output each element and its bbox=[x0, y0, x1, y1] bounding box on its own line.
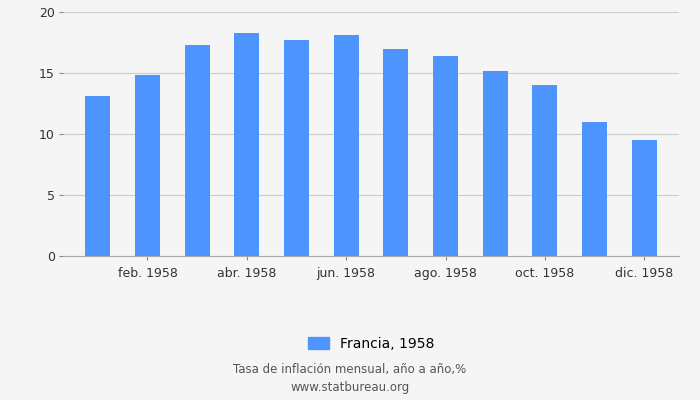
Bar bbox=[632, 140, 657, 256]
Bar bbox=[384, 49, 408, 256]
Text: www.statbureau.org: www.statbureau.org bbox=[290, 382, 410, 394]
Bar bbox=[85, 96, 110, 256]
Bar bbox=[582, 122, 607, 256]
Bar bbox=[135, 76, 160, 256]
Bar bbox=[533, 85, 557, 256]
Bar bbox=[234, 33, 259, 256]
Bar bbox=[185, 45, 209, 256]
Bar bbox=[284, 40, 309, 256]
Bar bbox=[433, 56, 458, 256]
Bar bbox=[483, 70, 507, 256]
Text: Tasa de inflación mensual, año a año,%: Tasa de inflación mensual, año a año,% bbox=[233, 364, 467, 376]
Legend: Francia, 1958: Francia, 1958 bbox=[302, 331, 440, 356]
Bar bbox=[334, 35, 358, 256]
